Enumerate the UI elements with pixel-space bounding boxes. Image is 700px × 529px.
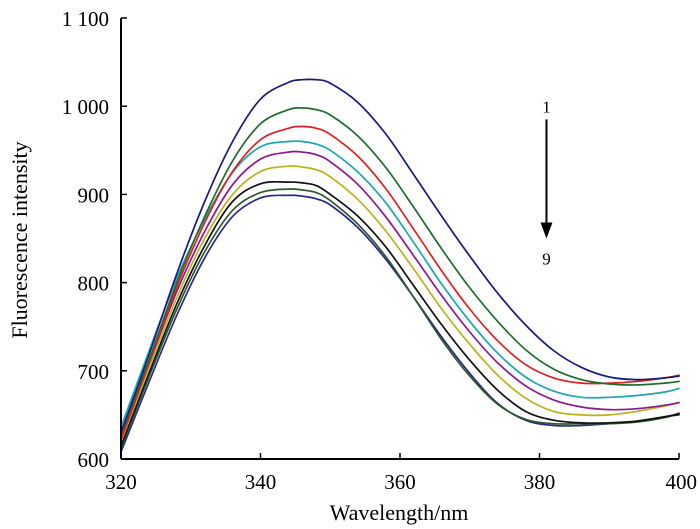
y-tick-label: 1 100 xyxy=(62,7,109,31)
y-tick-label: 900 xyxy=(78,183,110,207)
y-tick-label: 700 xyxy=(78,360,110,384)
x-tick-label: 380 xyxy=(524,470,556,494)
series-line-9 xyxy=(120,194,680,453)
x-axis-title: Wavelength/nm xyxy=(330,500,469,525)
series-line-7 xyxy=(120,180,680,447)
arrow-bottom-label: 9 xyxy=(542,250,551,269)
annotation-layer: 1 9 xyxy=(540,97,553,269)
y-tick-label: 600 xyxy=(78,448,110,472)
series-line-6 xyxy=(120,165,680,443)
x-tick-label: 320 xyxy=(105,470,137,494)
series-line-3 xyxy=(120,125,680,441)
arrow-top-label: 1 xyxy=(542,97,551,116)
series-line-2 xyxy=(120,107,680,436)
y-tick-label: 1 000 xyxy=(62,95,109,119)
series-line-5 xyxy=(120,150,680,438)
y-tick-label: 800 xyxy=(78,272,110,296)
x-tick-label: 340 xyxy=(245,470,277,494)
series-line-1 xyxy=(120,78,680,434)
x-tick-label: 360 xyxy=(384,470,416,494)
arrow-head xyxy=(540,222,553,239)
ticks-layer: 320 340 360 380 400 600 700 800 900 1 000 1 100 xyxy=(62,7,697,494)
series-line-4 xyxy=(120,140,680,429)
series-layer xyxy=(120,78,680,453)
x-tick-label: 400 xyxy=(666,470,698,494)
y-axis-title: Fluorescence intensity xyxy=(7,141,32,338)
